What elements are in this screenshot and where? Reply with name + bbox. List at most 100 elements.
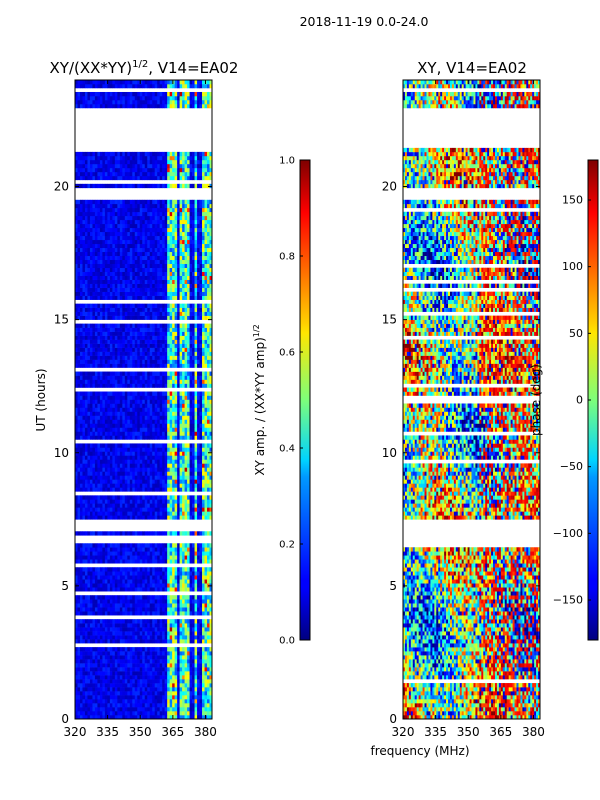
heatmap-cell [94, 683, 98, 688]
heatmap-cell [109, 303, 113, 308]
heatmap-cell [79, 431, 83, 436]
heatmap-cell [102, 699, 106, 704]
heatmap-cell [82, 403, 86, 408]
heatmap-cell [179, 407, 183, 412]
heatmap-cell [99, 343, 103, 348]
heatmap-cell [167, 427, 170, 432]
heatmap-cell [179, 595, 183, 600]
heatmap-cell [84, 583, 88, 588]
heatmap-cell [107, 703, 111, 708]
heatmap-cell [77, 331, 81, 336]
heatmap-cell [184, 399, 188, 404]
heatmap-cell [132, 583, 136, 588]
heatmap-cell [204, 483, 208, 488]
heatmap-cell [182, 531, 185, 536]
heatmap-cell [192, 499, 195, 504]
heatmap-cell [169, 679, 173, 684]
heatmap-cell [167, 647, 170, 652]
heatmap-cell [159, 379, 163, 384]
heatmap-cell [124, 559, 128, 564]
heatmap-cell [137, 607, 141, 612]
heatmap-cell [154, 691, 158, 696]
heatmap-cell [187, 495, 190, 500]
heatmap-cell [107, 583, 111, 588]
heatmap-cell [144, 547, 148, 552]
heatmap-cell [157, 627, 160, 632]
heatmap-cell [142, 311, 146, 316]
heatmap-cell [192, 511, 195, 516]
heatmap-cell [122, 427, 126, 432]
heatmap-cell [109, 355, 113, 360]
heatmap-cell [174, 407, 178, 412]
heatmap-cell [187, 659, 190, 664]
heatmap-cell [192, 707, 195, 712]
heatmap-cell [199, 479, 203, 484]
heatmap-cell [169, 403, 173, 408]
heatmap-cell [137, 419, 141, 424]
heatmap-cell [144, 699, 148, 704]
heatmap-cell [152, 579, 156, 584]
heatmap-cell [159, 651, 163, 656]
heatmap-cell [179, 631, 183, 636]
heatmap-cell [202, 715, 205, 719]
heatmap-cell [159, 495, 163, 500]
heatmap-cell [129, 659, 133, 664]
heatmap-cell [199, 307, 203, 312]
heatmap-cell [164, 479, 168, 484]
heatmap-cell [157, 687, 160, 692]
heatmap-cell [117, 323, 121, 328]
heatmap-cell [119, 551, 123, 556]
heatmap-cell [152, 611, 156, 616]
heatmap-cell [197, 707, 200, 712]
heatmap-cell [92, 699, 96, 704]
heatmap-cell [97, 627, 101, 632]
heatmap-cell [94, 715, 98, 719]
heatmap-cell [144, 435, 148, 440]
heatmap-cell [177, 715, 180, 719]
heatmap-cell [79, 347, 83, 352]
heatmap-cell [169, 675, 173, 680]
heatmap-cell [149, 375, 153, 380]
heatmap-cell [152, 347, 156, 352]
heatmap-cell [187, 339, 190, 344]
heatmap-cell [184, 619, 188, 624]
heatmap-cell [75, 295, 78, 300]
heatmap-cell [204, 307, 208, 312]
heatmap-cell [84, 403, 88, 408]
heatmap-cell [82, 379, 86, 384]
heatmap-cell [147, 699, 151, 704]
heatmap-cell [162, 635, 165, 640]
heatmap-cell [77, 443, 81, 448]
heatmap-cell [199, 595, 203, 600]
heatmap-cell [129, 339, 133, 344]
heatmap-cell [109, 679, 113, 684]
heatmap-cell [159, 655, 163, 660]
heatmap-cell [94, 647, 98, 652]
heatmap-cell [99, 707, 103, 712]
heatmap-cell [177, 355, 180, 360]
heatmap-cell [104, 463, 108, 468]
heatmap-cell [207, 703, 210, 708]
heatmap-cell [189, 687, 193, 692]
heatmap-cell [152, 459, 156, 464]
heatmap-cell [182, 323, 185, 328]
heatmap-cell [122, 587, 126, 592]
heatmap-cell [174, 427, 178, 432]
heatmap-cell [202, 551, 205, 556]
heatmap-cell [169, 379, 173, 384]
heatmap-cell [192, 463, 195, 468]
heatmap-cell [127, 683, 131, 688]
heatmap-cell [102, 487, 106, 492]
heatmap-cell [207, 611, 210, 616]
heatmap-cell [79, 575, 83, 580]
heatmap-cell [164, 695, 168, 700]
heatmap-cell [107, 531, 111, 536]
heatmap-cell [202, 427, 205, 432]
heatmap-cell [129, 611, 133, 616]
heatmap-cell [122, 403, 126, 408]
heatmap-cell [129, 511, 133, 516]
heatmap-cell [124, 551, 128, 556]
heatmap-cell [92, 619, 96, 624]
heatmap-cell [182, 475, 185, 480]
heatmap-cell [132, 607, 136, 612]
